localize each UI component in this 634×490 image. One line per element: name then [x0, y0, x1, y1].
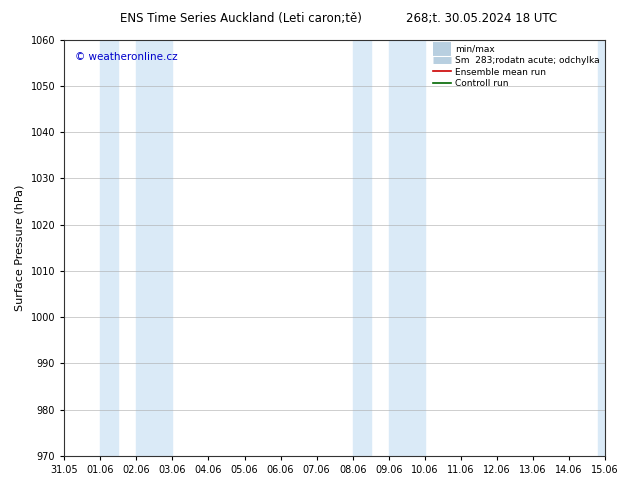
Bar [598, 40, 605, 456]
Text: © weatheronline.cz: © weatheronline.cz [75, 52, 178, 62]
Bar [100, 40, 119, 456]
Text: ENS Time Series Auckland (Leti caron;tě): ENS Time Series Auckland (Leti caron;tě) [120, 12, 362, 25]
Text: 268;t. 30.05.2024 18 UTC: 268;t. 30.05.2024 18 UTC [406, 12, 557, 25]
Legend: min/max, Sm  283;rodatn acute; odchylka, Ensemble mean run, Controll run: min/max, Sm 283;rodatn acute; odchylka, … [429, 41, 604, 91]
Y-axis label: Surface Pressure (hPa): Surface Pressure (hPa) [15, 185, 25, 311]
Bar [353, 40, 371, 456]
Bar [136, 40, 172, 456]
Bar [389, 40, 425, 456]
